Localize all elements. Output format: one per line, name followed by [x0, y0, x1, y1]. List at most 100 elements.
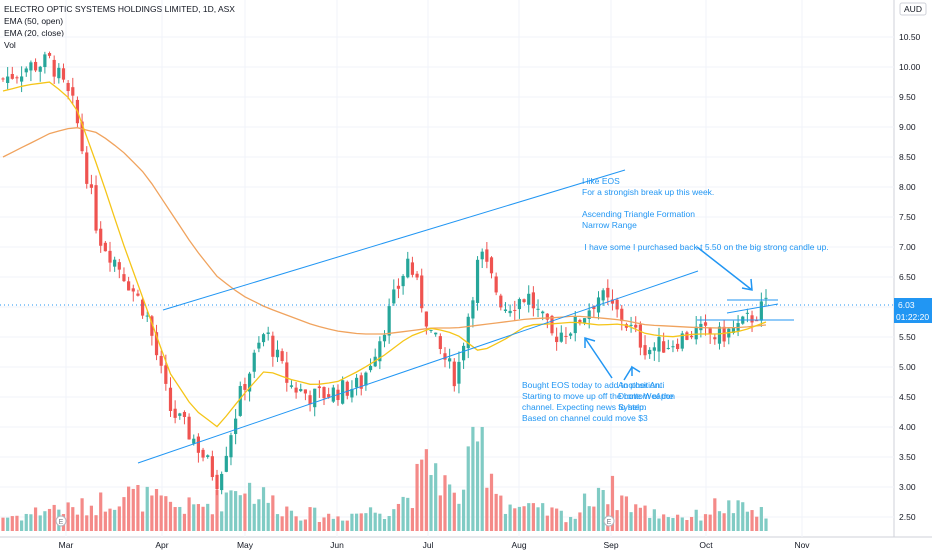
volume-bar	[220, 511, 224, 531]
ema20-line[interactable]	[2, 81, 767, 428]
legend-ema50[interactable]: EMA (50, open)	[4, 16, 64, 26]
ema-lines	[2, 81, 767, 428]
volume-bar	[192, 504, 196, 531]
candle-body	[475, 259, 480, 303]
time-tick-label: Sep	[603, 540, 618, 550]
candle-body	[57, 67, 61, 79]
arrow-top-shaft[interactable]	[696, 246, 753, 291]
candle-body	[536, 308, 540, 310]
candle-body	[196, 436, 201, 453]
volume-bar	[429, 475, 433, 531]
volume-bar	[145, 486, 149, 531]
candle-body	[517, 299, 522, 310]
candle-body	[713, 337, 717, 340]
last-price-tag	[894, 298, 932, 311]
event-marker-1-icon: E	[59, 519, 64, 526]
volume-bar	[117, 506, 121, 531]
volume-bar	[215, 489, 219, 531]
volume-bar	[80, 498, 84, 531]
drawings[interactable]	[137, 169, 794, 464]
volume-bar	[489, 473, 494, 531]
volume-bar	[164, 496, 168, 531]
ema50-line[interactable]	[2, 127, 767, 335]
candle-body	[750, 315, 754, 323]
price-tick-label: 7.00	[899, 242, 916, 252]
candle-body	[429, 329, 433, 331]
volume-bar	[15, 515, 19, 531]
volume-bar	[745, 511, 749, 531]
volume-bar	[624, 496, 629, 531]
volume-bar	[694, 509, 698, 531]
candle-body	[717, 326, 722, 344]
top-note-line	[582, 198, 584, 208]
annotation-overlap[interactable]: Another Anti Drone Weapon System	[618, 380, 675, 412]
event-marker-1[interactable]: E	[55, 515, 67, 527]
legend-vol[interactable]: Vol	[4, 40, 16, 50]
volume-bar	[285, 506, 289, 531]
volume-bar	[20, 520, 24, 531]
legend-title: ELECTRO OPTIC SYSTEMS HOLDINGS LIMITED, …	[4, 4, 235, 14]
candle-body	[20, 76, 24, 82]
volume-bar	[610, 475, 615, 531]
candle-body	[257, 342, 261, 349]
volume-bar	[354, 513, 359, 531]
annotation-bottom[interactable]: Bought EOS today to add to position. Star…	[522, 380, 674, 423]
volume-bar	[373, 512, 377, 531]
annotation-top[interactable]: I like EOS For a strongish break up this …	[582, 176, 829, 252]
candle-body	[280, 351, 284, 362]
arrow-small-shaft[interactable]	[623, 366, 633, 381]
candle-body	[24, 68, 28, 73]
channel-upper-line[interactable]	[162, 169, 626, 311]
volume-bar	[573, 518, 577, 531]
volume-bar	[261, 487, 266, 531]
candle-body	[541, 311, 545, 314]
candle-body	[94, 185, 98, 231]
candle-body	[299, 389, 303, 392]
candle-body	[331, 387, 335, 402]
candle-body	[285, 362, 289, 383]
event-marker-2[interactable]: E	[603, 515, 615, 527]
volume-bar	[303, 519, 308, 531]
candle-body	[271, 335, 275, 357]
volume-bar	[127, 486, 131, 531]
price-axis-panel[interactable]	[894, 0, 932, 550]
candle-body	[620, 308, 624, 322]
candle-body	[364, 372, 368, 386]
volume-bar	[582, 493, 587, 531]
candle-body	[136, 293, 140, 296]
candle-body	[662, 341, 666, 353]
candle-body	[210, 456, 214, 478]
volume-bar	[722, 513, 726, 531]
candle-body	[666, 347, 670, 349]
triangle-rising-line[interactable]	[726, 303, 779, 314]
volume-bar	[345, 520, 349, 531]
candle-body	[80, 121, 84, 152]
candle-body	[434, 332, 438, 335]
candle-body	[424, 311, 428, 327]
volume-bar	[513, 508, 517, 531]
legend-ema20[interactable]: EMA (20, close)	[4, 28, 64, 38]
volume-bar	[499, 495, 503, 531]
candle-body	[71, 87, 75, 96]
candle-body	[438, 336, 442, 350]
candle-body	[52, 59, 56, 77]
volume-bar	[33, 507, 38, 531]
candle-body	[182, 411, 187, 417]
currency-badge[interactable]	[899, 2, 927, 16]
volume-bar	[494, 493, 498, 531]
volume-bar	[466, 446, 470, 531]
volume-bar	[457, 503, 461, 531]
arrow-bottom-shaft[interactable]	[584, 337, 613, 379]
volume-bar	[327, 513, 331, 531]
candle-body	[154, 332, 159, 356]
channel-lower-line[interactable]	[137, 270, 699, 464]
volume-bar	[364, 513, 368, 531]
candle-body	[648, 349, 652, 355]
candle-body	[513, 309, 517, 311]
volume-bar	[280, 516, 284, 531]
candle-body	[759, 301, 763, 321]
candle-body	[606, 287, 610, 298]
price-tick-label: 10.50	[899, 32, 921, 42]
candle-body	[387, 306, 391, 336]
